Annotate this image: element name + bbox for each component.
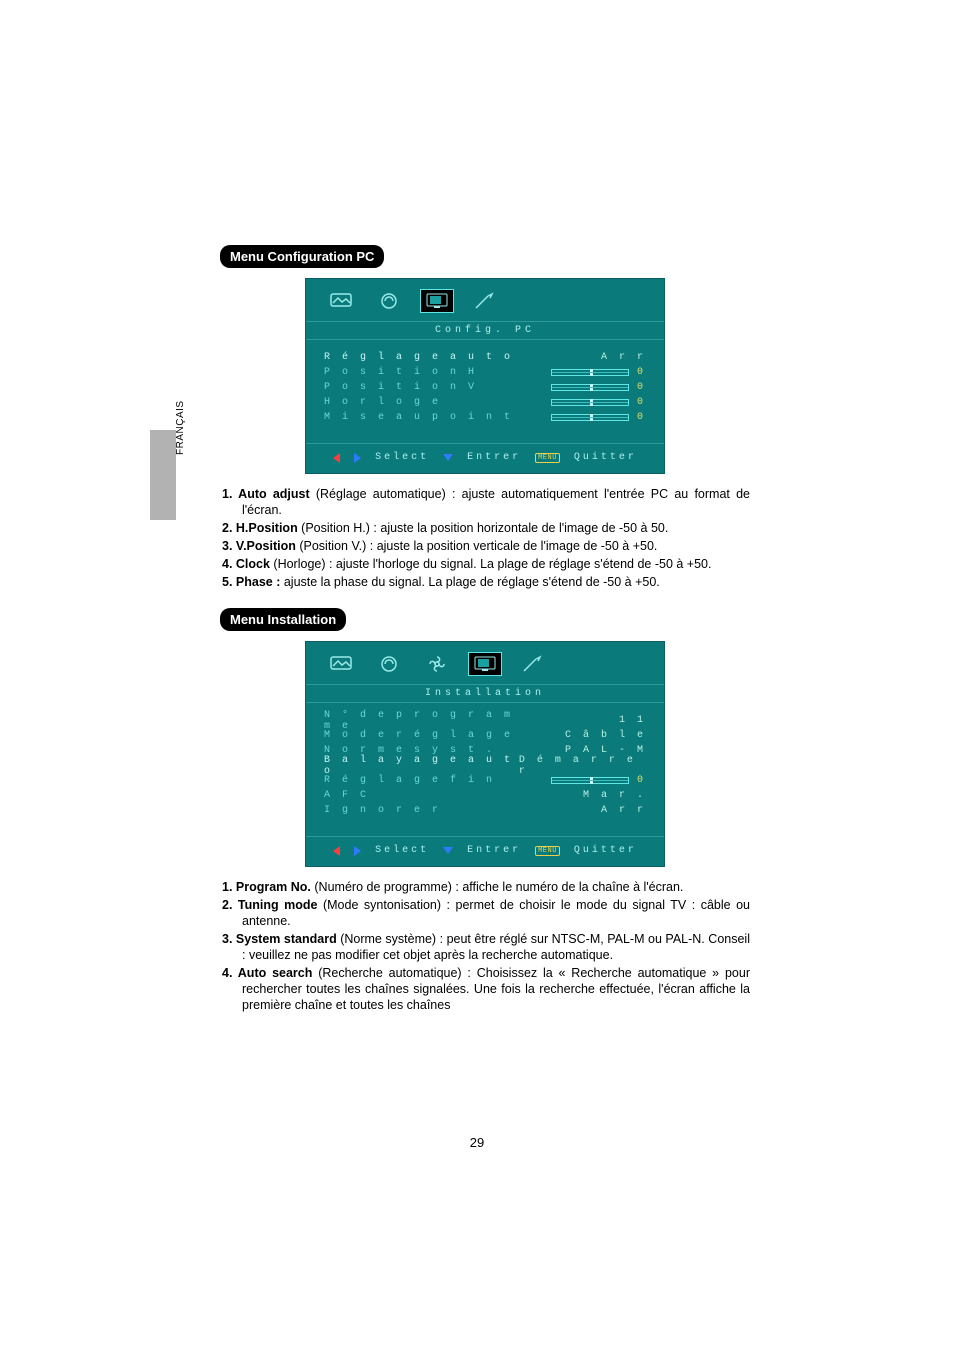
arrow-left-icon — [333, 453, 340, 463]
osd-row-label: M i s e a u p o i n t — [324, 412, 513, 423]
osd-body: N ° d e p r o g r a m m e1 1 M o d e r é … — [306, 703, 664, 836]
tab-setup-icon — [468, 289, 502, 313]
arrow-right-icon — [354, 846, 361, 856]
osd-tabs — [306, 642, 664, 684]
osd-row-label: A F C — [324, 790, 369, 801]
osd-title: Config. PC — [306, 321, 664, 340]
footer-select: Select — [375, 452, 429, 463]
osd-body: R é g l a g e a u t o A r r P o s i t i o … — [306, 340, 664, 443]
menu-tag-icon: MENU — [535, 846, 560, 856]
page-number: 29 — [0, 1135, 954, 1150]
osd-row: I g n o r e rA r r — [324, 803, 646, 818]
footer-quit: Quitter — [574, 845, 637, 856]
osd-row-label: R é g l a g e f i n — [324, 775, 495, 786]
osd-row-value: 0 — [526, 382, 646, 393]
tab-fan-icon — [420, 652, 454, 676]
section2-description: 1. Program No. (Numéro de programme) : a… — [220, 879, 750, 1013]
osd-row-value: M a r . — [526, 790, 646, 801]
arrow-down-icon — [443, 847, 453, 854]
footer-select: Select — [375, 845, 429, 856]
osd-row-value: C â b l e — [526, 730, 646, 741]
osd-row-value: 1 1 — [526, 715, 646, 726]
footer-quit: Quitter — [574, 452, 637, 463]
osd-row: A F C M a r . — [324, 788, 646, 803]
tab-display-icon — [468, 652, 502, 676]
osd-row: M o d e r é g l a g eC â b l e — [324, 728, 646, 743]
osd-tabs — [306, 279, 664, 321]
osd-row-label: H o r l o g e — [324, 397, 441, 408]
osd-row-label: P o s i t i o n H — [324, 367, 477, 378]
osd-title: Installation — [306, 684, 664, 703]
osd-row-label: R é g l a g e a u t o — [324, 352, 513, 363]
slider — [551, 399, 629, 406]
language-tab — [150, 430, 176, 520]
osd-footer: Select Entrer MENU Quitter — [306, 443, 664, 473]
description-item: 4. Clock (Horloge) : ajuste l'horloge du… — [222, 556, 750, 572]
osd-row-label: N ° d e p r o g r a m m e — [324, 710, 526, 732]
osd-row: P o s i t i o n V 0 — [324, 380, 646, 395]
slider — [551, 414, 629, 421]
arrow-right-icon — [354, 453, 361, 463]
osd-row: B a l a y a g e a u t oD é m a r r e r — [324, 758, 646, 773]
slider — [551, 369, 629, 376]
section2-heading: Menu Installation — [220, 608, 346, 631]
slider — [551, 384, 629, 391]
tab-picture-icon — [324, 289, 358, 313]
osd-row-value: A r r — [526, 805, 646, 816]
page: FRANÇAIS Menu Configuration PC Config. P… — [0, 0, 954, 1350]
osd-row-value: 0 — [526, 775, 646, 786]
osd-row-value: D é m a r r e r — [519, 755, 646, 777]
osd-row-label: M o d e r é g l a g e — [324, 730, 513, 741]
osd-row-value: A r r — [526, 352, 646, 363]
description-item: 2. Tuning mode (Mode syntonisation) : pe… — [222, 897, 750, 929]
arrow-left-icon — [333, 846, 340, 856]
description-item: 3. System standard (Norme système) : peu… — [222, 931, 750, 963]
description-item: 5. Phase : ajuste la phase du signal. La… — [222, 574, 750, 590]
arrow-down-icon — [443, 454, 453, 461]
osd-row-label: P o s i t i o n V — [324, 382, 477, 393]
description-item: 1. Auto adjust (Réglage automatique) : a… — [222, 486, 750, 518]
osd-config-pc: Config. PC R é g l a g e a u t o A r r P o… — [305, 278, 665, 474]
tab-picture-icon — [324, 652, 358, 676]
osd-footer: Select Entrer MENU Quitter — [306, 836, 664, 866]
osd-row-value: 0 — [526, 412, 646, 423]
tab-sound-icon — [372, 289, 406, 313]
content: Menu Configuration PC Config. PC R é g l… — [220, 245, 750, 1031]
osd-row: P o s i t i o n H 0 — [324, 365, 646, 380]
description-item: 4. Auto search (Recherche automatique) :… — [222, 965, 750, 1013]
slider — [551, 777, 629, 784]
section1-heading: Menu Configuration PC — [220, 245, 384, 268]
description-item: 1. Program No. (Numéro de programme) : a… — [222, 879, 750, 895]
osd-row: N ° d e p r o g r a m m e1 1 — [324, 713, 646, 728]
tab-setup-icon — [516, 652, 550, 676]
footer-enter: Entrer — [467, 845, 521, 856]
language-label: FRANÇAIS — [175, 400, 186, 455]
osd-row-label: I g n o r e r — [324, 805, 441, 816]
menu-tag-icon: MENU — [535, 453, 560, 463]
osd-installation: Installation N ° d e p r o g r a m m e1 … — [305, 641, 665, 867]
description-item: 2. H.Position (Position H.) : ajuste la … — [222, 520, 750, 536]
osd-row: M i s e a u p o i n t 0 — [324, 410, 646, 425]
tab-display-icon — [420, 289, 454, 313]
section1-description: 1. Auto adjust (Réglage automatique) : a… — [220, 486, 750, 590]
description-item: 3. V.Position (Position V.) : ajuste la … — [222, 538, 750, 554]
osd-row: R é g l a g e a u t oA r r — [324, 350, 646, 365]
osd-row-label: B a l a y a g e a u t o — [324, 755, 519, 777]
osd-row-value: 0 — [526, 367, 646, 378]
tab-sound-icon — [372, 652, 406, 676]
osd-row: H o r l o g e 0 — [324, 395, 646, 410]
osd-row: R é g l a g e f i n 0 — [324, 773, 646, 788]
osd-row-value: 0 — [526, 397, 646, 408]
footer-enter: Entrer — [467, 452, 521, 463]
